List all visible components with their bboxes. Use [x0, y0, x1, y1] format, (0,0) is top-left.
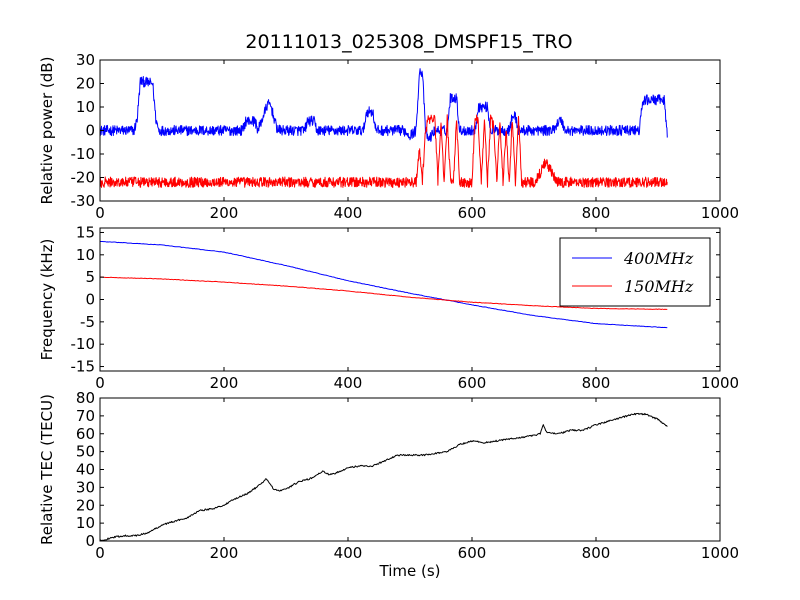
series-line-relative-tec-0: [100, 412, 668, 541]
panel-frequency: 0 200 400 600 800 1000 -15 -10 -5 0 5 10 15 Frequency…: [38, 223, 739, 392]
x-tick-label: 800: [582, 204, 611, 222]
x-tick-label: 0: [95, 374, 105, 392]
y-axis-label: Relative power (dB): [38, 57, 56, 205]
y-tick-label: 70: [76, 407, 95, 425]
series-line-150mhz: [100, 276, 668, 310]
figure-title: 20111013_025308_DMSPF15_TRO: [245, 31, 572, 53]
legend-label: 150MHz: [624, 277, 694, 296]
x-tick-label: 200: [210, 544, 239, 562]
y-axis-label: Frequency (kHz): [38, 239, 56, 361]
y-tick-label: 0: [85, 532, 95, 550]
x-tick-label: 1000: [701, 544, 739, 562]
x-tick-label: 1000: [701, 374, 739, 392]
x-tick-label: 0: [95, 544, 105, 562]
y-tick-label: 15: [76, 223, 95, 241]
x-tick-label: 0: [95, 204, 105, 222]
y-tick-label: -10: [71, 145, 96, 163]
y-tick-label: 30: [76, 51, 95, 69]
y-tick-label: 10: [76, 98, 95, 116]
series-line-400mhz: [100, 240, 668, 329]
x-tick-label: 600: [458, 544, 487, 562]
y-tick-label: 0: [85, 291, 95, 309]
y-tick-label: 50: [76, 443, 95, 461]
x-tick-label: 400: [334, 544, 363, 562]
x-tick-label: 600: [458, 374, 487, 392]
y-tick-label: 20: [76, 75, 95, 93]
y-tick-label: -5: [80, 313, 95, 331]
y-tick-label: 20: [76, 496, 95, 514]
y-tick-label: 60: [76, 425, 95, 443]
panel-relative-power: 0 200 400 600 800 1000 -30 -20 -10 0 10 20 30 Relativ…: [38, 51, 739, 222]
legend: 400MHz 150MHz: [559, 237, 711, 307]
series-line-relative-power-0: [100, 68, 668, 142]
y-tick-label: -15: [71, 358, 96, 376]
legend-label: 400MHz: [623, 249, 694, 268]
y-tick-label: 5: [85, 268, 95, 286]
y-tick-label: 30: [76, 478, 95, 496]
y-axis-label: Relative TEC (TECU): [38, 394, 56, 545]
y-tick-label: -20: [71, 169, 96, 187]
x-axis-label: Time (s): [379, 562, 441, 580]
y-tick-label: 40: [76, 461, 95, 479]
y-tick-label: 10: [76, 246, 95, 264]
x-tick-label: 400: [334, 374, 363, 392]
y-tick-label: 0: [85, 122, 95, 140]
axes-frame: [99, 397, 721, 542]
y-tick-label: 80: [76, 389, 95, 407]
y-tick-label: -10: [71, 335, 96, 353]
series-line-relative-power-1: [100, 114, 668, 188]
x-tick-label: 200: [210, 204, 239, 222]
x-tick-label: 1000: [701, 204, 739, 222]
y-tick-label: 10: [76, 514, 95, 532]
y-tick-label: -30: [71, 192, 96, 210]
chart-panels: 0 200 400 600 800 1000-30-20-100102030Relativ…: [38, 51, 739, 580]
x-tick-label: 400: [334, 204, 363, 222]
x-tick-label: 600: [458, 204, 487, 222]
x-tick-label: 800: [582, 374, 611, 392]
x-tick-label: 800: [582, 544, 611, 562]
x-tick-label: 200: [210, 374, 239, 392]
